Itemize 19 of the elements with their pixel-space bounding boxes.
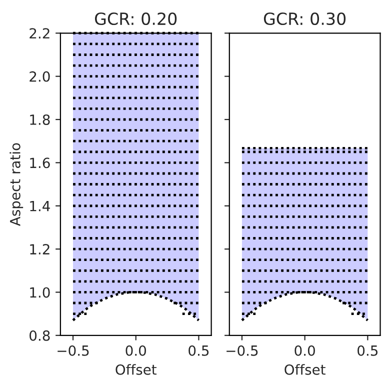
y-axis-title: Aspect ratio — [10, 143, 24, 226]
y-tick-label: 1.4 — [30, 201, 50, 212]
x-tick-label: 0.5 — [358, 345, 378, 356]
x-tick-label: 0.0 — [126, 345, 146, 356]
x-axis-title: Offset — [284, 364, 326, 375]
chart-title: GCR: 0.20 — [94, 12, 177, 26]
x-axis-title: Offset — [116, 364, 157, 375]
y-tick-label: 2.0 — [30, 71, 50, 82]
y-tick-label: 1.2 — [30, 244, 50, 254]
x-tick-label: −0.5 — [58, 345, 89, 356]
y-tick-label: 0.8 — [30, 330, 50, 341]
chart-title: GCR: 0.30 — [264, 12, 346, 26]
y-tick-label: 1.8 — [30, 114, 50, 125]
x-tick-label: 0.5 — [188, 345, 209, 356]
y-tick-label: 2.2 — [30, 28, 50, 38]
x-tick-label: −0.5 — [226, 345, 258, 356]
x-tick-label: 0.0 — [294, 345, 315, 356]
y-tick-label: 1.6 — [30, 158, 50, 168]
y-tick-label: 1.0 — [30, 287, 50, 298]
